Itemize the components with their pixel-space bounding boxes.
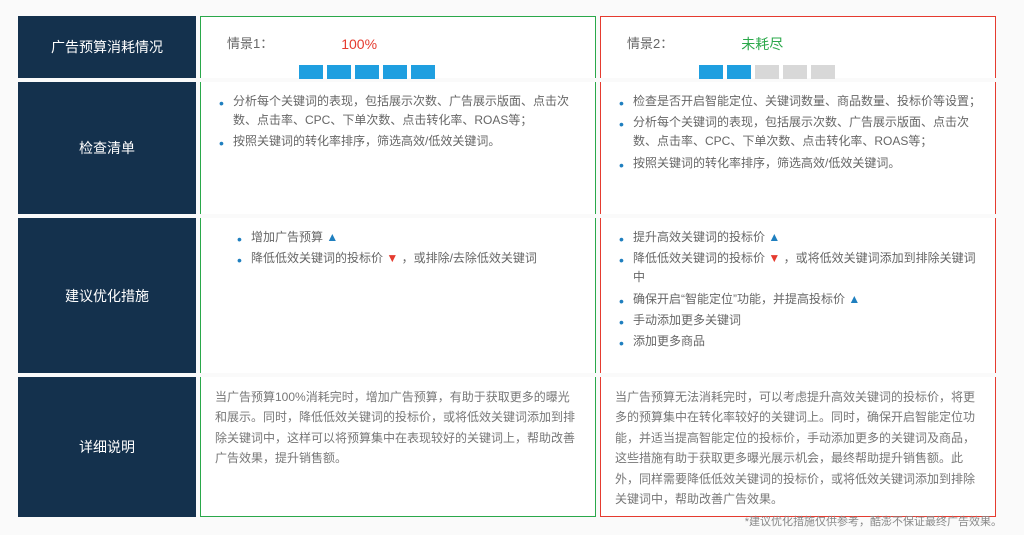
scenario2-value: 未耗尽	[741, 33, 783, 55]
list-item: 按照关键词的转化率排序，筛选高效/低效关键词。	[619, 154, 981, 173]
bar-filled	[411, 65, 435, 79]
arrow-up-icon: ▲	[326, 228, 338, 247]
bar-empty	[811, 65, 835, 79]
row-header-budget: 广告预算消耗情况	[18, 16, 196, 78]
scenario2-bars	[699, 65, 981, 79]
scenario1-header: 情景1： 100%	[200, 16, 596, 78]
scenario1-checklist: 分析每个关键词的表现，包括展示次数、广告展示版面、点击次数、点击率、CPC、下单…	[200, 82, 596, 214]
scenario2-header: 情景2： 未耗尽	[600, 16, 996, 78]
footnote: *建议优化措施仅供参考，酷澎不保证最终广告效果。	[745, 513, 1002, 529]
list-item: 提升高效关键词的投标价 ▲	[619, 228, 981, 247]
list-item: 按照关键词的转化率排序，筛选高效/低效关键词。	[219, 132, 581, 151]
list-item: 增加广告预算 ▲	[237, 228, 581, 247]
scenario1-label: 情景1：	[227, 34, 273, 55]
list-item: 分析每个关键词的表现，包括展示次数、广告展示版面、点击次数、点击率、CPC、下单…	[619, 113, 981, 151]
scenario2-details: 当广告预算无法消耗完时，可以考虑提升高效关键词的投标价，将更多的预算集中在转化率…	[600, 377, 996, 517]
row-header-actions: 建议优化措施	[18, 218, 196, 373]
scenario1-value: 100%	[341, 33, 377, 55]
scenario1-details: 当广告预算100%消耗完时，增加广告预算，有助于获取更多的曝光和展示。同时，降低…	[200, 377, 596, 517]
scenario2-actions: 提升高效关键词的投标价 ▲ 降低低效关键词的投标价 ▼ ，或将低效关键词添加到排…	[600, 218, 996, 373]
arrow-down-icon: ▼	[768, 249, 780, 268]
scenario1-actions: 增加广告预算 ▲ 降低低效关键词的投标价 ▼ ，或排除/去除低效关键词	[200, 218, 596, 373]
row-header-checklist: 检查清单	[18, 82, 196, 214]
bar-empty	[783, 65, 807, 79]
bar-empty	[755, 65, 779, 79]
bar-filled	[355, 65, 379, 79]
scenario1-bars	[299, 65, 581, 79]
bar-filled	[383, 65, 407, 79]
list-item: 检查是否开启智能定位、关键词数量、商品数量、投标价等设置；	[619, 92, 981, 111]
list-item: 分析每个关键词的表现，包括展示次数、广告展示版面、点击次数、点击率、CPC、下单…	[219, 92, 581, 130]
scenario2-checklist: 检查是否开启智能定位、关键词数量、商品数量、投标价等设置； 分析每个关键词的表现…	[600, 82, 996, 214]
comparison-table: 广告预算消耗情况 情景1： 100% 情景2： 未耗尽	[0, 0, 1024, 535]
list-item: 降低低效关键词的投标价 ▼ ，或将低效关键词添加到排除关键词中	[619, 249, 981, 287]
list-item: 添加更多商品	[619, 332, 981, 351]
arrow-up-icon: ▲	[768, 228, 780, 247]
bar-filled	[299, 65, 323, 79]
arrow-down-icon: ▼	[386, 249, 398, 268]
bar-filled	[727, 65, 751, 79]
scenario2-label: 情景2：	[627, 34, 673, 55]
list-item: 手动添加更多关键词	[619, 311, 981, 330]
bar-filled	[699, 65, 723, 79]
list-item: 确保开启“智能定位”功能，并提高投标价 ▲	[619, 290, 981, 309]
arrow-up-icon: ▲	[848, 290, 860, 309]
list-item: 降低低效关键词的投标价 ▼ ，或排除/去除低效关键词	[237, 249, 581, 268]
row-header-details: 详细说明	[18, 377, 196, 517]
bar-filled	[327, 65, 351, 79]
